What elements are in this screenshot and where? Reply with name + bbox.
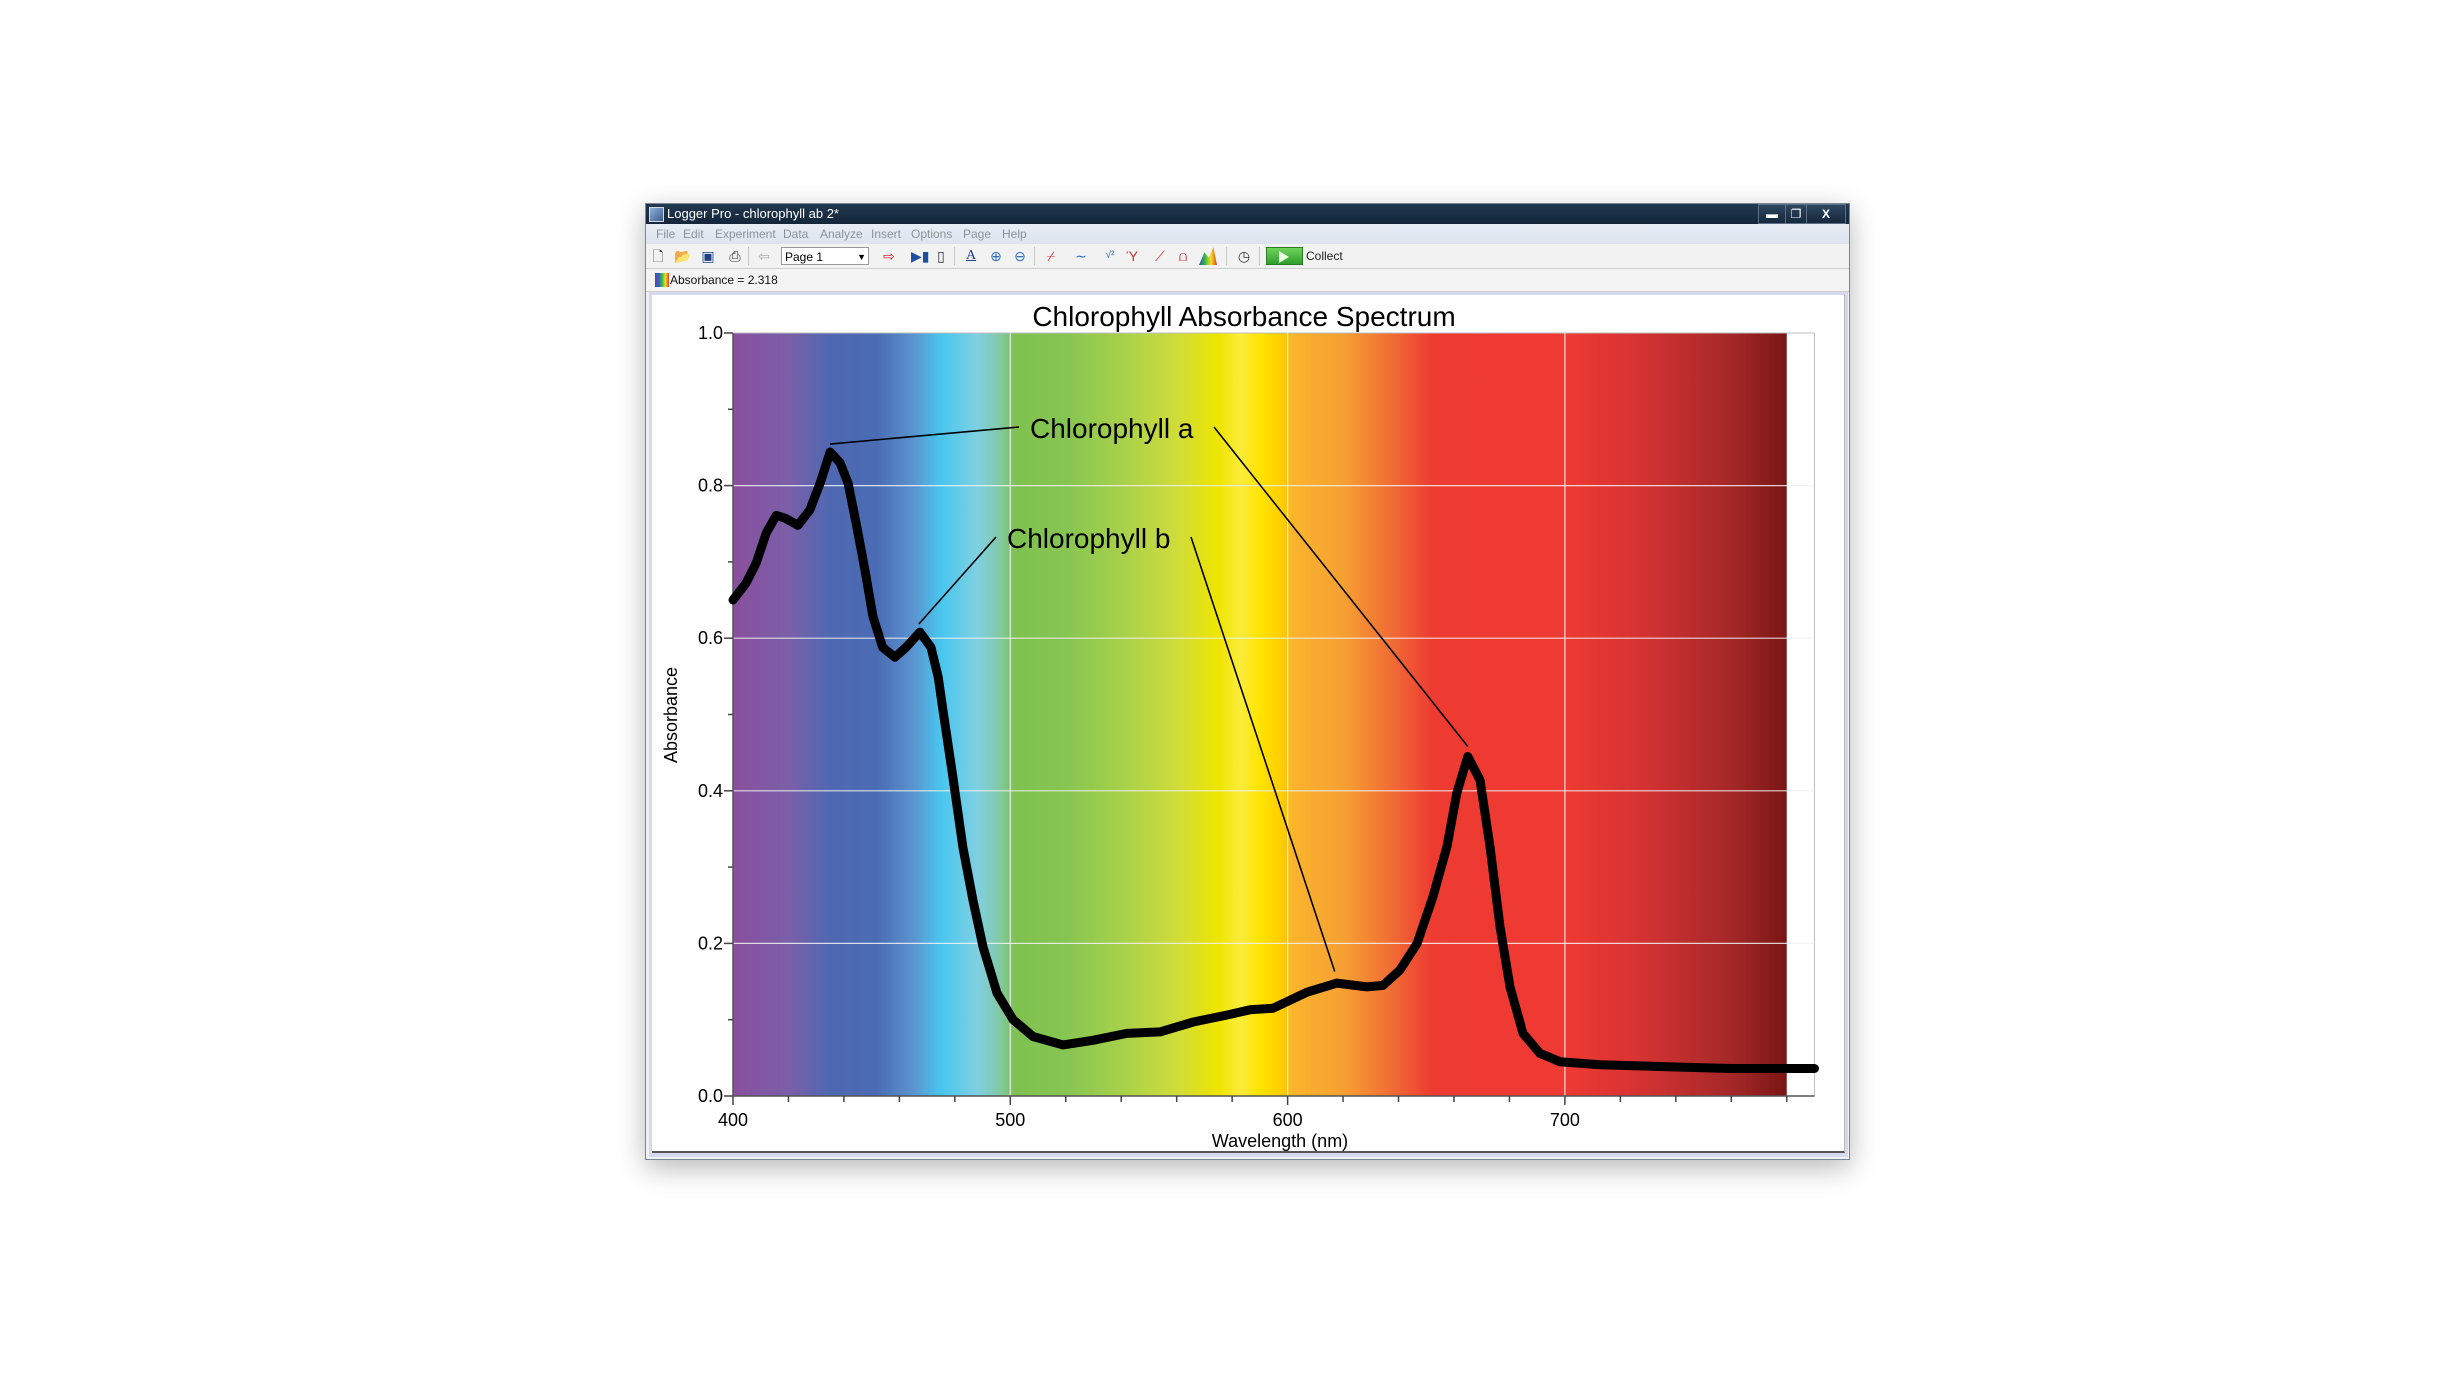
integral-icon[interactable]: ⩍ <box>1178 248 1188 264</box>
spectrum-background <box>733 333 1787 1096</box>
annotations: Chlorophyll a Chlorophyll b <box>829 413 1469 972</box>
collect-label[interactable]: Collect <box>1306 249 1343 263</box>
data-browser-icon[interactable]: ▶▮ <box>911 248 930 264</box>
save-icon[interactable]: ▣ <box>701 248 715 264</box>
x-axis-label: Wavelength (nm) <box>1212 1131 1348 1151</box>
page-select-value: Page 1 <box>785 250 824 264</box>
menu-options[interactable]: Options <box>911 227 953 241</box>
toolbar-separator <box>954 247 955 265</box>
annotation-label: Chlorophyll a <box>1030 413 1194 444</box>
tick-labels: 400 500 600 700 0.0 0.2 0.4 0.6 0.8 1.0 <box>698 323 1580 1130</box>
examine-icon[interactable]: ⌿ <box>1046 248 1056 264</box>
y-tick-label: 0.2 <box>698 933 723 953</box>
print-icon[interactable]: ⎙ <box>729 248 741 264</box>
chart-title: Chlorophyll Absorbance Spectrum <box>1032 301 1455 332</box>
absorbance-readout: Absorbance = 2.318 <box>670 273 778 287</box>
menu-bar: File Edit Experiment Data Analyze Insert… <box>646 224 1849 244</box>
annotation-label: Chlorophyll b <box>1007 523 1170 554</box>
linear-fit-icon[interactable]: ⟋ <box>1155 248 1165 264</box>
annotation-leader-line <box>1190 536 1336 972</box>
menu-help[interactable]: Help <box>1002 227 1027 241</box>
menu-data[interactable]: Data <box>783 227 809 241</box>
spectrum-meter-icon <box>655 273 669 287</box>
y-tick-label: 0.6 <box>698 628 723 648</box>
y-tick-label: 1.0 <box>698 323 723 343</box>
toolbar-separator <box>1034 247 1035 265</box>
zoom-in-icon[interactable]: ⊕ <box>990 248 1002 264</box>
app-icon <box>649 207 664 222</box>
zoom-out-icon[interactable]: ⊖ <box>1014 248 1026 264</box>
page-select[interactable]: Page 1 ▼ <box>781 247 869 265</box>
menu-page[interactable]: Page <box>963 227 992 241</box>
y-tick-label: 0.0 <box>698 1086 723 1106</box>
x-tick-label: 600 <box>1273 1110 1303 1130</box>
y-tick-label: 0.4 <box>698 781 723 801</box>
close-button[interactable]: X <box>1806 204 1846 224</box>
toolbar-separator <box>1259 247 1260 265</box>
new-file-icon[interactable]: 🗋 <box>652 248 664 264</box>
axes <box>724 332 1815 1105</box>
data-collection-icon[interactable]: ◷ <box>1237 248 1251 264</box>
toolbar: 🗋 📂 ▣ ⎙ ⇦ Page 1 ▼ ⇨ ▶▮ ▯ A ⊕ ⊖ ⌿ ∼ √² Ύ … <box>646 244 1849 269</box>
annotation-leader-line <box>829 426 1020 445</box>
x-tick-label: 400 <box>718 1110 748 1130</box>
collect-play-icon <box>1279 251 1289 263</box>
menu-file[interactable]: File <box>656 227 676 241</box>
y-axis-label: Absorbance <box>661 667 681 763</box>
autoscale-icon[interactable]: A <box>965 248 977 263</box>
next-page-icon[interactable]: ⇨ <box>883 248 895 264</box>
menu-insert[interactable]: Insert <box>871 227 902 241</box>
chevron-down-icon: ▼ <box>857 252 866 262</box>
lab-interface-icon[interactable]: ▯ <box>937 248 945 264</box>
meter-bar: Absorbance = 2.318 <box>646 269 1849 292</box>
absorbance-curve <box>728 447 1819 1073</box>
annotation-leader-line <box>1213 426 1469 747</box>
menu-analyze[interactable]: Analyze <box>820 227 863 241</box>
window-title: Logger Pro - chlorophyll ab 2* <box>667 206 839 221</box>
annotation-leader-line <box>918 536 997 625</box>
toolbar-separator <box>748 247 749 265</box>
tangent-icon[interactable]: ∼ <box>1075 248 1087 264</box>
statistics-icon[interactable]: √² <box>1105 250 1115 261</box>
menu-edit[interactable]: Edit <box>683 227 704 241</box>
x-tick-label: 500 <box>995 1110 1025 1130</box>
previous-page-icon[interactable]: ⇦ <box>758 248 770 264</box>
menu-experiment[interactable]: Experiment <box>715 227 776 241</box>
title-bar: Logger Pro - chlorophyll ab 2* ▬ ❐ X <box>646 204 1849 224</box>
curve-fit-icon[interactable]: Ύ <box>1126 248 1138 264</box>
y-tick-label: 0.8 <box>698 476 723 496</box>
open-file-icon[interactable]: 📂 <box>674 248 692 264</box>
x-tick-label: 700 <box>1550 1110 1580 1130</box>
toolbar-separator <box>1226 247 1227 265</box>
collect-button[interactable] <box>1266 247 1303 265</box>
